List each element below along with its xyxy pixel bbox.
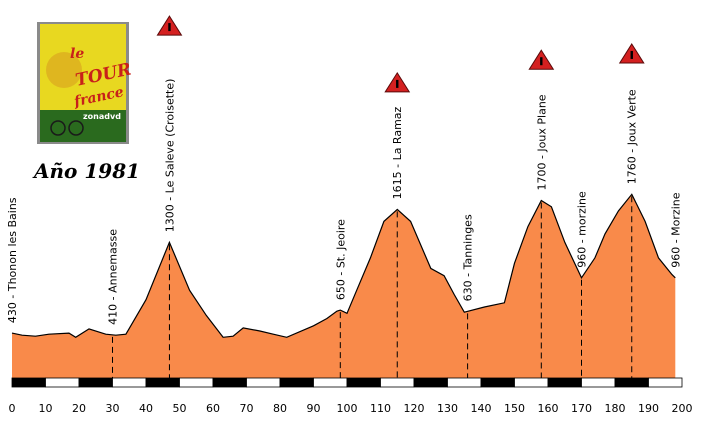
x-tick-label: 10: [39, 402, 53, 415]
ruler-segment: [447, 377, 482, 388]
ruler-segment: [78, 377, 113, 388]
ruler-segment: [112, 377, 147, 388]
x-tick-label: 70: [240, 402, 254, 415]
x-tick-label: 140: [471, 402, 492, 415]
x-tick-label: 20: [72, 402, 86, 415]
waypoint-label: 410 - Annemasse: [107, 229, 120, 325]
x-tick-label: 30: [106, 402, 120, 415]
ruler-segment: [547, 377, 582, 388]
dvd-cover-sun: [46, 52, 82, 88]
x-tick-label: 80: [273, 402, 287, 415]
tour-de-france-dvd-logo: le TOUR france zonadvd: [37, 22, 133, 144]
elevation-profile-area: [12, 194, 676, 378]
x-tick-label: 90: [307, 402, 321, 415]
ruler-segment: [346, 377, 381, 388]
x-tick-label: 110: [370, 402, 391, 415]
year-caption: Año 1981: [32, 159, 140, 183]
x-tick-label: 150: [504, 402, 525, 415]
ruler-segment: [514, 377, 549, 388]
climb-marker-mark: [540, 57, 543, 66]
waypoint-label: 630 - Tanninges: [462, 214, 475, 301]
x-tick-label: 130: [437, 402, 458, 415]
ruler-segment: [246, 377, 281, 388]
x-tick-label: 200: [672, 402, 693, 415]
waypoint-label: 960 - Morzine: [669, 192, 682, 268]
ruler-segment: [45, 377, 80, 388]
x-tick-label: 0: [9, 402, 16, 415]
waypoint-label: 1760 - Joux Verte: [626, 89, 639, 184]
waypoint-label: 1300 - Le Saleve (Croisette): [163, 79, 176, 233]
elevation-profile-line: [11, 193, 676, 339]
ruler-segment: [279, 377, 314, 388]
waypoint-label: 960 - morzine: [576, 191, 589, 268]
dvd-title-line1: le: [70, 46, 84, 62]
ruler-segment: [11, 377, 46, 388]
x-tick-label: 60: [206, 402, 220, 415]
climb-marker-mark: [396, 79, 399, 88]
ruler-segment: [212, 377, 247, 388]
ruler-segment: [581, 377, 616, 388]
bike-wheel-icon: [68, 120, 84, 136]
waypoint-label: 430 - Thonon les Bains: [6, 197, 19, 323]
x-tick-label: 120: [404, 402, 425, 415]
distance-ruler: [11, 377, 683, 388]
ruler-segment: [145, 377, 180, 388]
x-tick-label: 50: [173, 402, 187, 415]
x-tick-label: 180: [605, 402, 626, 415]
waypoint-label: 1615 - La Ramaz: [391, 106, 404, 199]
ruler-segment: [648, 377, 683, 388]
ruler-segment: [380, 377, 415, 388]
ruler-segment: [614, 377, 649, 388]
ruler-segment: [313, 377, 348, 388]
climb-marker-mark: [630, 50, 633, 59]
x-tick-label: 170: [571, 402, 592, 415]
x-tick-label: 160: [538, 402, 559, 415]
waypoint-label: 1700 - Joux Plane: [535, 94, 548, 190]
x-tick-label: 100: [337, 402, 358, 415]
climb-marker-mark: [168, 23, 171, 32]
ruler-segment: [413, 377, 448, 388]
x-tick-label: 40: [139, 402, 153, 415]
ruler-segment: [480, 377, 515, 388]
bike-wheel-icon: [50, 120, 66, 136]
dvd-site-label: zonadvd: [83, 112, 121, 121]
x-tick-label: 190: [638, 402, 659, 415]
ruler-segment: [179, 377, 214, 388]
waypoint-label: 650 - St. Jeoire: [334, 219, 347, 300]
